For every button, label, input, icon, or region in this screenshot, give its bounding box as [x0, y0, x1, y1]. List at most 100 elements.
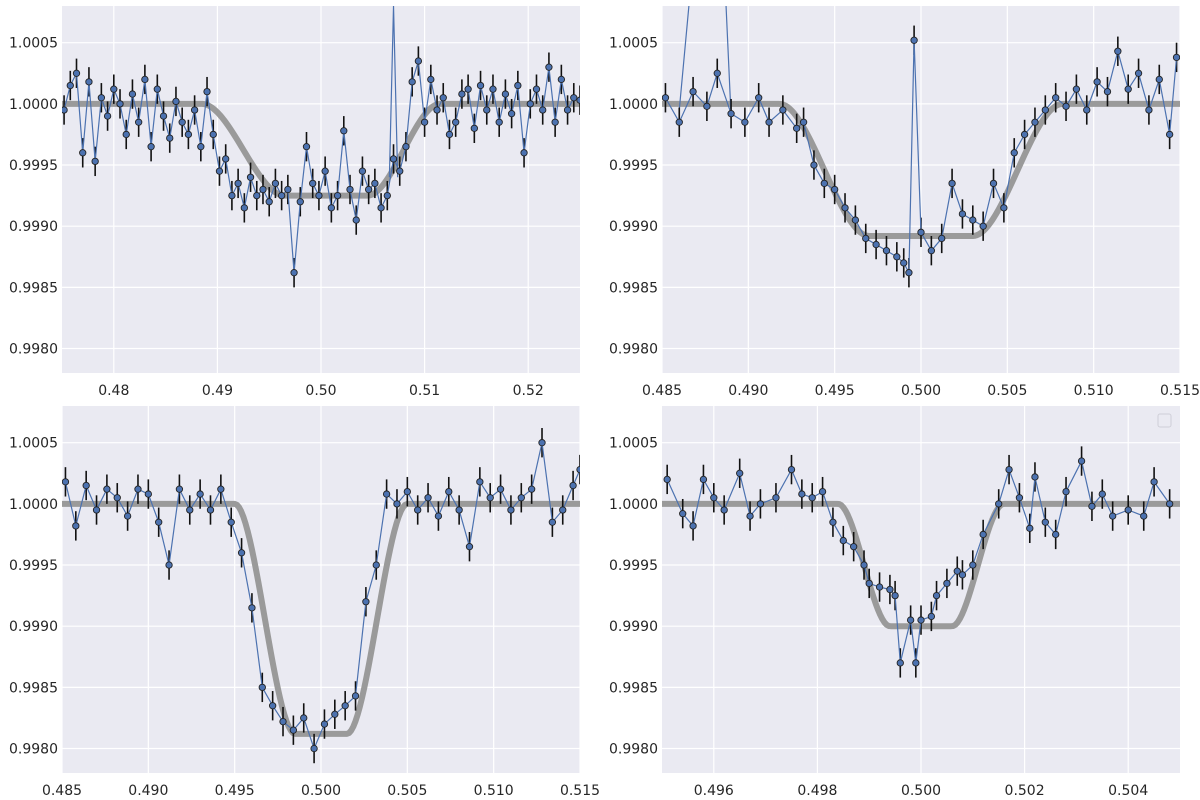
data-point [271, 179, 280, 188]
x-tick-label: 0.498 [797, 783, 837, 799]
data-point [346, 185, 354, 194]
data-point [501, 90, 510, 98]
data-point [159, 112, 168, 120]
data-point [1172, 53, 1180, 62]
data-point [910, 36, 918, 44]
data-point [253, 191, 261, 200]
y-tick-label: 0.9995 [9, 558, 58, 574]
y-tick-label: 1.0005 [9, 436, 58, 452]
data-point [538, 439, 546, 447]
data-point [1005, 465, 1013, 474]
y-tick-label: 1.0005 [9, 36, 58, 52]
data-point [341, 702, 349, 710]
data-point [333, 191, 342, 200]
data-point [882, 247, 891, 255]
data-point [433, 106, 441, 114]
data-point [1103, 87, 1112, 96]
data-point [808, 494, 816, 502]
data-point [458, 90, 466, 98]
x-tick-label: 0.485 [642, 383, 682, 399]
data-point [520, 149, 528, 157]
data-point [545, 63, 553, 71]
data-point [570, 94, 578, 102]
data-point [403, 487, 411, 496]
data-point [62, 106, 68, 114]
data-point [310, 744, 318, 753]
y-tick-label: 0.9990 [609, 619, 658, 635]
data-point [414, 506, 422, 514]
data-point [850, 543, 858, 551]
data-point [66, 81, 74, 90]
data-point [1015, 494, 1024, 502]
data-point [269, 702, 277, 710]
data-point [486, 494, 494, 502]
data-point [1134, 69, 1143, 77]
data-point [741, 118, 749, 126]
data-point [989, 179, 998, 188]
data-point [91, 157, 99, 166]
data-point [1010, 149, 1018, 157]
data-point [710, 494, 718, 502]
data-point [517, 494, 525, 502]
data-point [445, 487, 453, 496]
data-point [1124, 85, 1132, 93]
data-point [1052, 530, 1060, 539]
data-point [1052, 94, 1060, 102]
data-point [393, 500, 401, 508]
data-point [147, 143, 155, 151]
data-point [309, 179, 317, 188]
outlier-line [388, 6, 399, 178]
data-point [153, 85, 161, 93]
data-point [720, 506, 728, 514]
data-point [703, 102, 711, 110]
data-point [872, 240, 880, 249]
data-point [1000, 204, 1008, 212]
data-point [865, 579, 873, 588]
data-point [1041, 106, 1049, 114]
data-point [891, 591, 899, 600]
data-point [141, 75, 149, 84]
data-point [277, 191, 286, 200]
data-point [265, 198, 273, 206]
data-point [209, 130, 217, 139]
data-point [829, 518, 837, 526]
data-point [831, 185, 839, 194]
x-tick-label: 0.504 [1108, 783, 1148, 799]
data-point [818, 487, 827, 496]
data-point [414, 57, 423, 65]
data-point [178, 118, 186, 126]
data-point [727, 110, 735, 118]
chart-panel-2: 0.485 0.490 0.495 0.500 0.505 0.510 0.515 1.000… [609, 6, 1200, 399]
x-tick-label: 0.515 [560, 783, 600, 799]
data-point [85, 78, 93, 86]
data-point [1031, 473, 1039, 481]
data-point [539, 106, 547, 114]
data-point [862, 234, 870, 243]
data-point [396, 167, 404, 175]
data-point [321, 167, 329, 175]
data-point [495, 118, 503, 126]
y-tick-label: 0.9985 [9, 280, 58, 296]
data-point [1093, 78, 1101, 86]
y-tick-label: 1.0000 [609, 497, 658, 513]
data-point [563, 106, 572, 114]
data-point [1109, 512, 1117, 520]
data-point [507, 110, 516, 118]
data-point [365, 185, 373, 194]
data-point [1041, 518, 1049, 526]
data-point [793, 124, 801, 132]
data-point [103, 112, 112, 120]
data-point [296, 198, 304, 206]
x-tick-label: 0.500 [901, 783, 941, 799]
data-point [958, 210, 967, 218]
data-point [165, 561, 173, 569]
data-point [938, 234, 946, 243]
data-point [969, 216, 977, 224]
data-point [476, 81, 485, 90]
data-point [1062, 487, 1070, 496]
data-point [1165, 500, 1174, 508]
data-point [184, 130, 193, 139]
data-point [300, 714, 308, 722]
x-tick-label: 0.515 [1160, 383, 1200, 399]
data-point [72, 522, 80, 530]
